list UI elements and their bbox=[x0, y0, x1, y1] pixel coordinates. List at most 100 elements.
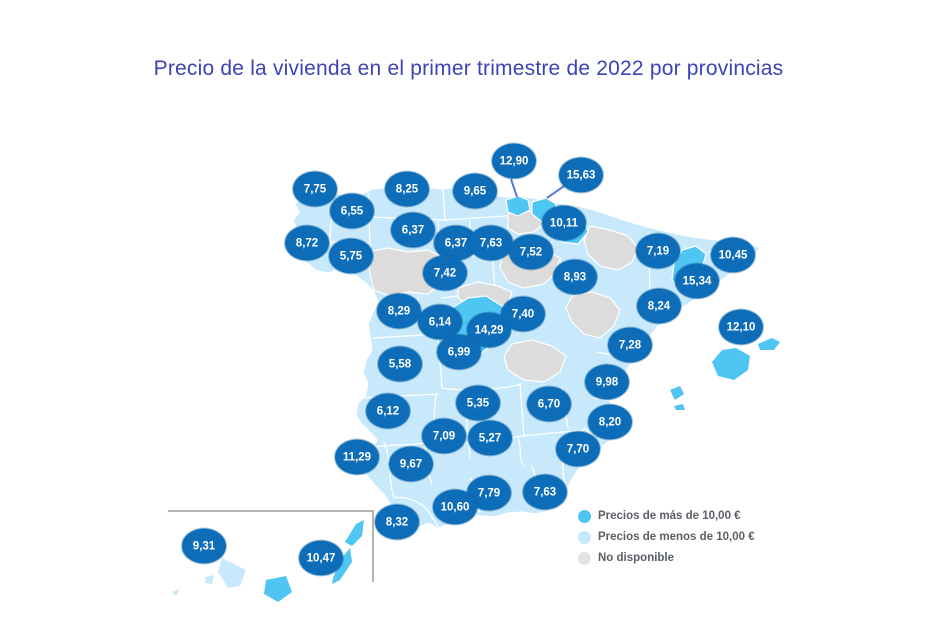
price-badge-albacete[interactable]: 6,70 bbox=[527, 386, 571, 422]
price-badge-value: 6,14 bbox=[428, 316, 452, 328]
price-badge-value: 5,58 bbox=[388, 358, 412, 370]
price-badge-salamanca[interactable]: 8,29 bbox=[377, 293, 421, 329]
leader-line-bizkaia bbox=[510, 178, 518, 198]
legend-dot-more-than-10 bbox=[578, 509, 591, 523]
price-badge-tarragona[interactable]: 8,24 bbox=[637, 288, 681, 324]
price-badge-bizkaia[interactable]: 12,90 bbox=[492, 143, 536, 179]
price-badge-value: 8,29 bbox=[387, 305, 411, 317]
island-fuerteventura[interactable] bbox=[332, 548, 352, 584]
price-badge-castellon[interactable]: 7,28 bbox=[608, 327, 652, 363]
price-badge-gipuzkoa[interactable]: 15,63 bbox=[559, 157, 603, 193]
price-badge-asturias[interactable]: 8,25 bbox=[385, 171, 429, 207]
island-lanzarote[interactable] bbox=[345, 520, 364, 546]
price-badge-sta-cruz-tenerife[interactable]: 9,31 bbox=[182, 528, 226, 564]
price-badge-ourense[interactable]: 5,75 bbox=[329, 238, 373, 274]
legend-dot-not-available bbox=[578, 551, 591, 565]
price-badge-value: 7,63 bbox=[533, 486, 557, 498]
price-badge-huelva[interactable]: 11,29 bbox=[335, 439, 379, 475]
price-badge-cadiz[interactable]: 8,32 bbox=[375, 504, 419, 540]
price-badge-value: 8,72 bbox=[295, 237, 319, 249]
price-badge-malaga[interactable]: 10,60 bbox=[433, 489, 477, 525]
price-badge-value: 6,37 bbox=[401, 224, 425, 236]
price-badge-toledo[interactable]: 6,99 bbox=[437, 334, 481, 370]
price-badge-value: 6,55 bbox=[340, 205, 364, 217]
legend-label: Precios de más de 10,00 € bbox=[598, 510, 741, 522]
price-badge-value: 12,90 bbox=[499, 155, 529, 167]
price-badge-alicante[interactable]: 8,20 bbox=[588, 404, 632, 440]
price-badge-cordoba[interactable]: 7,09 bbox=[422, 418, 466, 454]
price-badge-valladolid[interactable]: 7,42 bbox=[423, 255, 467, 291]
price-badge-value: 15,34 bbox=[682, 275, 712, 287]
price-badge-cantabria[interactable]: 9,65 bbox=[453, 173, 497, 209]
island-la-gomera[interactable] bbox=[205, 575, 214, 584]
price-badge-value: 5,27 bbox=[478, 432, 502, 444]
price-badge-value: 10,45 bbox=[718, 249, 748, 261]
island-formentera[interactable] bbox=[674, 404, 685, 410]
province-cuenca-na[interactable] bbox=[503, 339, 567, 383]
price-badge-value: 9,31 bbox=[192, 540, 216, 552]
province-bizkaia-high[interactable] bbox=[505, 195, 531, 217]
price-badge-la-rioja[interactable]: 7,52 bbox=[509, 234, 553, 270]
island-ibiza[interactable] bbox=[670, 386, 684, 400]
price-badge-value: 7,40 bbox=[511, 308, 535, 320]
island-gran-canaria[interactable] bbox=[264, 576, 292, 602]
price-badge-lleida[interactable]: 7,19 bbox=[636, 233, 680, 269]
price-badge-value: 8,24 bbox=[647, 300, 671, 312]
province-teruel-na[interactable] bbox=[565, 291, 621, 339]
island-el-hierro[interactable] bbox=[172, 589, 180, 596]
price-badge-value: 15,63 bbox=[566, 169, 596, 181]
price-badge-barcelona[interactable]: 15,34 bbox=[675, 263, 719, 299]
island-menorca[interactable] bbox=[758, 338, 780, 350]
legend-label: No disponible bbox=[598, 552, 675, 564]
price-badge-value: 9,65 bbox=[463, 185, 487, 197]
price-badge-girona[interactable]: 10,45 bbox=[711, 237, 755, 273]
price-badge-value: 7,42 bbox=[433, 267, 457, 279]
price-badge-value: 10,11 bbox=[549, 217, 579, 229]
price-badge-value: 11,29 bbox=[342, 451, 372, 463]
price-badge-navarra[interactable]: 10,11 bbox=[542, 205, 586, 241]
price-badge-value: 14,29 bbox=[474, 324, 504, 336]
price-badge-value: 10,47 bbox=[306, 552, 336, 564]
price-badge-las-palmas[interactable]: 10,47 bbox=[299, 540, 343, 576]
price-badge-illes-balears[interactable]: 12,10 bbox=[719, 309, 763, 345]
price-badge-jaen[interactable]: 5,27 bbox=[468, 420, 512, 456]
price-badge-guadalajara[interactable]: 7,40 bbox=[501, 296, 545, 332]
price-badge-lugo[interactable]: 6,55 bbox=[330, 193, 374, 229]
price-badge-ciudad-real[interactable]: 5,35 bbox=[456, 385, 500, 421]
price-badge-value: 12,10 bbox=[726, 321, 756, 333]
price-badge-value: 9,98 bbox=[595, 376, 619, 388]
price-badge-zaragoza[interactable]: 8,93 bbox=[553, 259, 597, 295]
island-mallorca[interactable] bbox=[712, 348, 750, 380]
price-badge-valencia[interactable]: 9,98 bbox=[585, 364, 629, 400]
price-badge-value: 6,70 bbox=[537, 398, 561, 410]
price-badge-value: 7,79 bbox=[477, 487, 501, 499]
legend-item-less-than-10: Precios de menos de 10,00 € bbox=[578, 530, 755, 544]
legend-item-not-available: No disponible bbox=[578, 551, 755, 565]
price-badge-caceres[interactable]: 5,58 bbox=[378, 346, 422, 382]
price-badge-value: 7,19 bbox=[646, 245, 670, 257]
price-badge-avila[interactable]: 6,14 bbox=[418, 304, 462, 340]
price-badge-value: 7,52 bbox=[519, 246, 543, 258]
island-tenerife[interactable] bbox=[218, 558, 246, 588]
price-badge-value: 7,63 bbox=[479, 237, 503, 249]
price-badge-almeria[interactable]: 7,63 bbox=[523, 474, 567, 510]
price-badge-value: 5,35 bbox=[466, 397, 490, 409]
price-badge-badajoz[interactable]: 6,12 bbox=[366, 393, 410, 429]
legend-dot-less-than-10 bbox=[578, 530, 591, 544]
price-badge-value: 6,12 bbox=[376, 405, 400, 417]
price-badge-value: 6,37 bbox=[444, 237, 468, 249]
price-badge-value: 6,99 bbox=[447, 346, 471, 358]
price-badge-value: 7,09 bbox=[432, 430, 456, 442]
price-badge-murcia[interactable]: 7,70 bbox=[556, 431, 600, 467]
price-badge-pontevedra[interactable]: 8,72 bbox=[285, 225, 329, 261]
price-badge-value: 8,32 bbox=[385, 516, 409, 528]
price-badge-sevilla[interactable]: 9,67 bbox=[389, 446, 433, 482]
price-badge-leon[interactable]: 6,37 bbox=[391, 212, 435, 248]
price-badge-value: 8,93 bbox=[563, 271, 587, 283]
price-badge-a-coruna[interactable]: 7,75 bbox=[293, 171, 337, 207]
price-badge-burgos[interactable]: 7,63 bbox=[469, 225, 513, 261]
price-badge-value: 9,67 bbox=[399, 458, 423, 470]
province-huesca-na[interactable] bbox=[583, 225, 639, 271]
